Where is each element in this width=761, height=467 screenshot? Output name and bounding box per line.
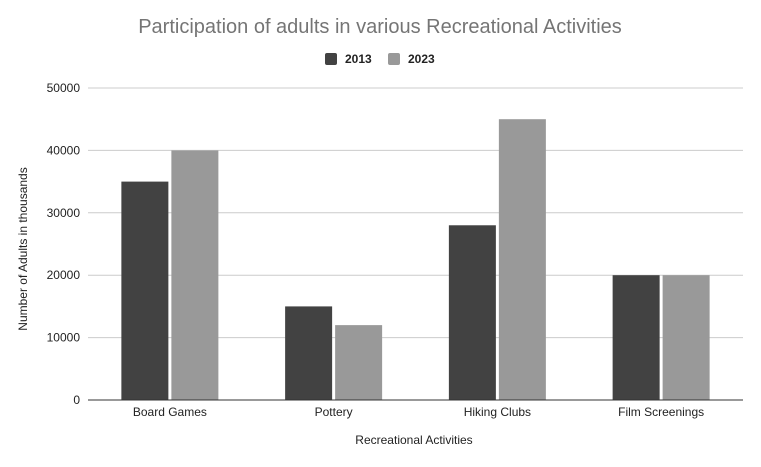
bar-2023-hiking-clubs — [498, 119, 546, 400]
legend-swatch-2013 — [325, 53, 337, 65]
y-tick-label: 40000 — [47, 143, 81, 157]
y-axis-label: Number of Adults in thousands — [16, 167, 30, 330]
bar-2023-film-screenings — [662, 275, 710, 400]
x-tick-label: Hiking Clubs — [464, 405, 531, 419]
bar-2023-pottery — [335, 325, 383, 400]
y-tick-label: 20000 — [47, 268, 81, 282]
x-tick-label: Pottery — [315, 405, 353, 419]
chart-title: Participation of adults in various Recre… — [138, 16, 622, 38]
y-tick-label: 50000 — [47, 81, 81, 95]
x-tick-label: Board Games — [133, 405, 207, 419]
bars — [121, 119, 710, 400]
bar-2013-hiking-clubs — [448, 225, 496, 400]
legend-label-2013: 2013 — [345, 52, 372, 66]
x-axis-ticks: Board Games Pottery Hiking Clubs Film Scree… — [133, 405, 704, 419]
legend-swatch-2023 — [388, 53, 400, 65]
bar-2013-pottery — [285, 306, 333, 400]
y-tick-label: 30000 — [47, 206, 81, 220]
bar-2013-film-screenings — [612, 275, 660, 400]
bar-2023-board-games — [171, 150, 219, 400]
y-tick-label: 0 — [73, 393, 80, 407]
legend-label-2023: 2023 — [408, 52, 435, 66]
x-axis-label: Recreational Activities — [355, 433, 472, 447]
bar-2013-board-games — [121, 181, 169, 400]
legend: 2013 2023 — [325, 52, 435, 66]
y-axis-ticks: 0 10000 20000 30000 40000 50000 — [47, 81, 81, 407]
y-tick-label: 10000 — [47, 331, 81, 345]
x-tick-label: Film Screenings — [618, 405, 704, 419]
